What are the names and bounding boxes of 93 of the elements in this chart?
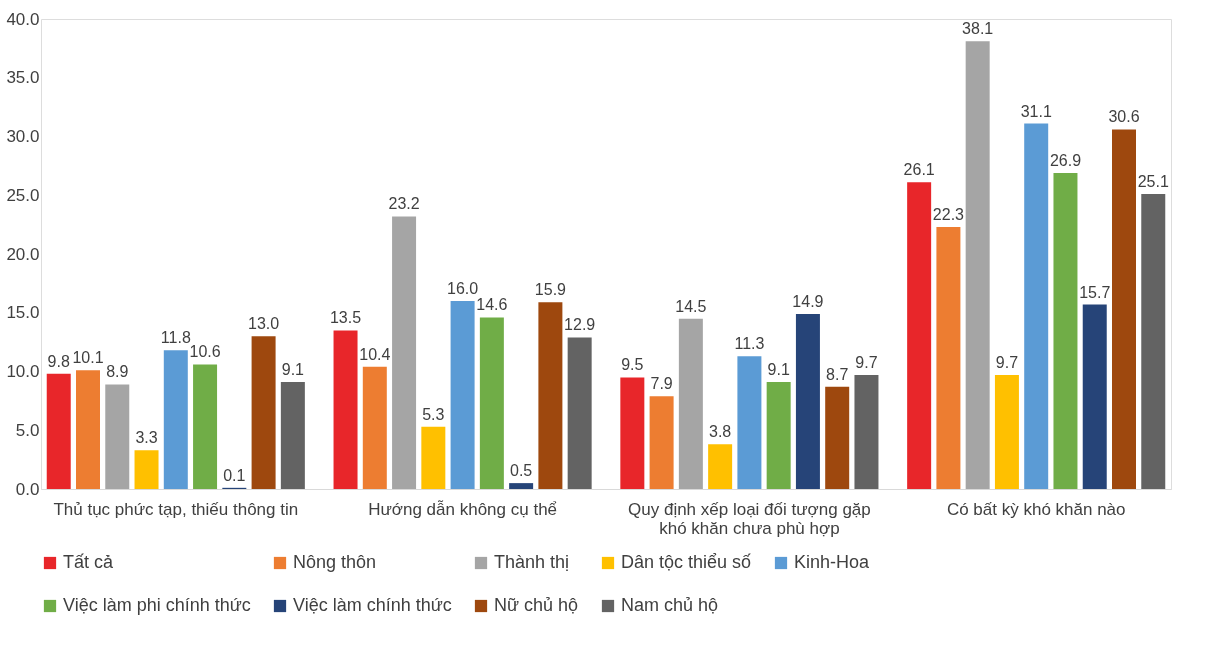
data-label: 15.9 <box>534 281 567 299</box>
bar <box>421 426 446 489</box>
bar <box>479 317 504 489</box>
y-tick-label: 30.0 <box>6 127 40 146</box>
legend-label: Dân tộc thiểu số <box>621 552 752 572</box>
bar <box>994 375 1019 489</box>
bar <box>1082 304 1107 489</box>
data-label: 12.9 <box>564 316 596 334</box>
bar <box>737 356 762 489</box>
data-label: 11.8 <box>160 329 191 347</box>
x-tick-label: Quy định xếp loại đối tượng gặp khó khăn chưa phù hợp <box>628 499 871 538</box>
bar <box>76 370 100 489</box>
x-tick-label: Hướng dẫn không cụ thể <box>368 499 558 519</box>
bar <box>251 336 276 489</box>
bar <box>708 444 733 489</box>
y-tick-label: 15.0 <box>6 303 40 323</box>
y-tick-label: 20.0 <box>6 244 40 264</box>
data-label: 9.8 <box>47 352 70 370</box>
bar <box>538 302 563 489</box>
data-label: 31.1 <box>1020 102 1052 120</box>
data-label: 10.4 <box>359 345 391 363</box>
y-tick-label: 25.0 <box>6 185 40 205</box>
data-label: 0.5 <box>510 462 533 480</box>
bar <box>450 301 475 489</box>
data-label: 9.1 <box>281 361 305 379</box>
bar <box>392 216 417 489</box>
data-label: 8.9 <box>106 363 129 381</box>
bar <box>362 366 387 489</box>
data-label: 3.3 <box>135 429 158 447</box>
bar <box>620 377 645 489</box>
bar <box>105 384 130 489</box>
bar <box>825 386 850 489</box>
legend-label: Kinh-Hoa <box>794 552 871 572</box>
data-label: 26.1 <box>903 161 935 179</box>
data-label: 25.1 <box>1137 173 1169 191</box>
legend-label: Việc làm chính thức <box>293 595 452 615</box>
y-tick-label: 40.0 <box>6 9 40 29</box>
y-tick-label: 5.0 <box>15 420 40 440</box>
bar <box>1141 194 1166 489</box>
bar <box>280 382 305 489</box>
legend-label: Nữ chủ hộ <box>494 595 579 615</box>
bar <box>1053 172 1078 489</box>
data-label: 9.7 <box>855 354 878 372</box>
bar <box>46 373 71 489</box>
x-tick-label: Thủ tục phức tạp, thiếu thông tin <box>53 499 299 519</box>
data-label: 13.0 <box>248 315 280 333</box>
data-label: 14.5 <box>675 297 707 315</box>
data-label: 26.9 <box>1049 151 1082 169</box>
bar <box>766 382 791 489</box>
legend-label: Tất cả <box>63 552 115 572</box>
data-label: 10.6 <box>189 343 221 361</box>
y-tick-label: 0.0 <box>15 479 40 499</box>
data-label: 14.9 <box>792 292 824 310</box>
bar <box>936 226 961 489</box>
bar <box>1112 129 1136 489</box>
bar <box>907 182 932 489</box>
data-label: 38.1 <box>962 20 994 38</box>
data-label: 16.0 <box>447 280 479 297</box>
bar <box>193 364 218 489</box>
data-label: 5.3 <box>422 405 445 423</box>
bar <box>678 318 703 489</box>
bar <box>854 375 879 489</box>
bar <box>134 450 159 489</box>
legend-label: Nam chủ hộ <box>621 595 719 615</box>
data-label: 14.6 <box>476 296 508 314</box>
data-label: 15.7 <box>1079 283 1111 301</box>
data-label: 8.7 <box>826 365 849 383</box>
data-label: 30.6 <box>1108 108 1140 126</box>
y-tick-label: 35.0 <box>6 68 40 88</box>
bar <box>795 313 820 489</box>
data-label: 9.1 <box>767 361 790 379</box>
data-label: 9.7 <box>995 354 1019 372</box>
bar <box>1024 123 1049 489</box>
bar <box>509 483 534 489</box>
data-label: 22.3 <box>932 205 965 223</box>
data-label: 9.5 <box>621 356 644 374</box>
data-label: 10.1 <box>72 349 104 367</box>
y-tick-label: 10.0 <box>6 362 40 381</box>
legend-label: Việc làm phi chính thức <box>63 595 251 615</box>
bar <box>163 350 188 489</box>
bar <box>567 337 592 489</box>
legend-label: Nông thôn <box>293 552 377 572</box>
bar <box>965 41 990 489</box>
data-label: 23.2 <box>388 195 420 213</box>
data-label: 13.5 <box>329 309 362 327</box>
data-label: 7.9 <box>650 375 673 393</box>
bar <box>333 330 358 489</box>
data-label: 3.8 <box>709 423 732 441</box>
data-label: 0.1 <box>223 466 246 484</box>
legend-label: Thành thị <box>494 552 570 572</box>
x-tick-label: Có bất kỳ khó khăn nào <box>946 499 1126 519</box>
bar <box>649 396 674 489</box>
data-label: 11.3 <box>734 335 765 353</box>
